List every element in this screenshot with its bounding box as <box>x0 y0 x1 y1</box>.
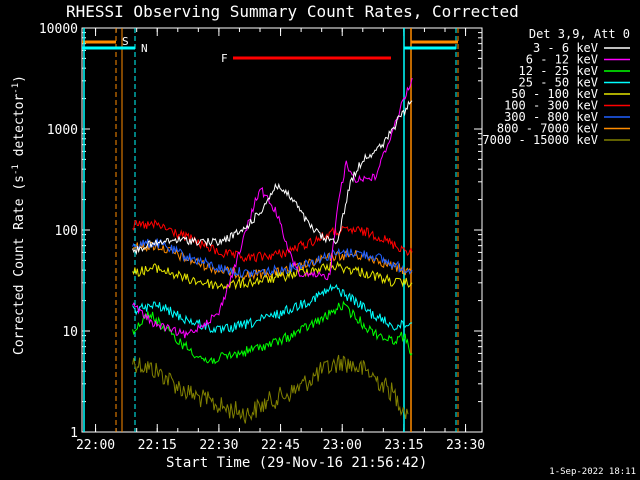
y-axis-label: Corrected Count Rate (s-1 detector-1) <box>11 75 27 355</box>
series-line <box>132 283 413 334</box>
x-tick-label: 23:00 <box>323 438 362 453</box>
y-axis-label-sup1: -1 <box>11 164 21 175</box>
y-axis-label-sup2: -1 <box>11 83 21 94</box>
x-tick-label: 22:30 <box>199 438 238 453</box>
legend-entry-label: 25 - 50 keV <box>519 76 598 90</box>
y-axis-label-main: Corrected Count Rate (s <box>12 175 27 355</box>
flare-flag-label: F <box>221 52 228 65</box>
footer-date: 1-Sep-2022 18:11 <box>549 467 636 477</box>
series-line <box>132 100 413 256</box>
saa-flag-label: S <box>122 35 129 48</box>
legend-entry-label: 800 - 7000 keV <box>497 122 598 136</box>
y-axis-label-mid: detector <box>12 94 27 165</box>
data-group <box>82 28 459 432</box>
y-tick-label: 10 <box>62 325 78 340</box>
series-line <box>132 77 413 339</box>
series-line <box>132 300 413 365</box>
series-line <box>132 260 413 291</box>
x-tick-label: 23:30 <box>446 438 485 453</box>
legend-entry-label: 100 - 300 keV <box>504 99 598 113</box>
y-tick-label: 10000 <box>39 22 78 37</box>
legend-entry-label: 50 - 100 keV <box>511 87 598 101</box>
y-tick-label: 100 <box>55 224 78 239</box>
legend-entry-label: 6 - 12 keV <box>526 53 598 67</box>
night-flag-label: N <box>141 42 148 55</box>
series-line <box>132 238 413 279</box>
series-line <box>132 219 413 263</box>
legend-entry-label: 7000 - 15000 keV <box>482 133 598 147</box>
x-axis-label: Start Time (29-Nov-16 21:56:42) <box>166 455 427 471</box>
legend-entry-label: 3 - 6 keV <box>533 41 598 55</box>
y-axis-label-end: ) <box>12 75 27 83</box>
legend-entry-label: 12 - 25 keV <box>519 64 598 78</box>
x-tick-label: 22:45 <box>261 438 300 453</box>
legend-header: Det 3,9, Att 0 <box>529 27 630 41</box>
chart-title: RHESSI Observing Summary Count Rates, Co… <box>66 2 519 21</box>
y-tick-label: 1000 <box>47 123 78 138</box>
series-line <box>132 354 409 424</box>
y-tick-label: 1 <box>70 426 78 441</box>
x-tick-label: 23:15 <box>384 438 423 453</box>
x-tick-label: 22:15 <box>138 438 177 453</box>
plot-area: 1 10 100 1000 10000 22:00 22:15 22:30 22:45 23:00… <box>39 22 485 453</box>
legend-entry-label: 300 - 800 keV <box>504 110 598 124</box>
x-tick-label: 22:00 <box>76 438 115 453</box>
